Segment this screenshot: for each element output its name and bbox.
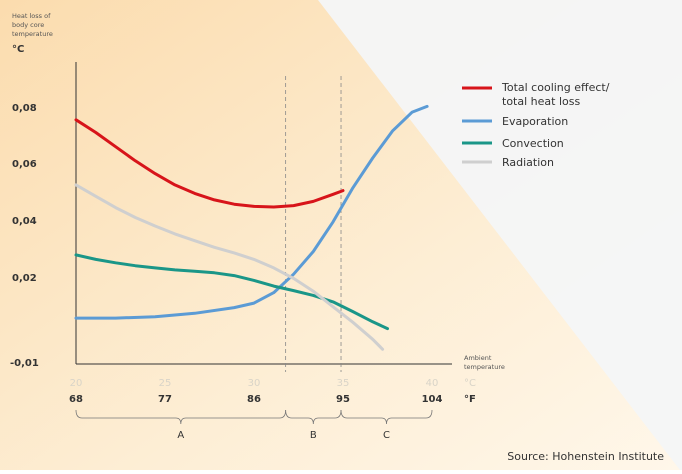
- x-axis-label-line-1: Ambient: [464, 354, 492, 362]
- legend-label: Evaporation: [502, 115, 568, 128]
- source-credit: Source: Hohenstein Institute: [507, 450, 664, 463]
- y-axis-label-line-3: temperature: [12, 30, 53, 38]
- y-tick-label: 0,08: [12, 103, 37, 114]
- y-axis-unit: °C: [12, 44, 24, 55]
- legend: Total cooling effect/ total heat loss Ev…: [462, 81, 610, 169]
- x-unit-celsius: °C: [464, 378, 476, 389]
- series-line-radiation: [74, 183, 385, 351]
- x-unit-fahrenheit: °F: [464, 394, 476, 405]
- zone-brace: [75, 409, 287, 425]
- x-tick-label-fahrenheit: 77: [158, 394, 172, 405]
- x-axis-label-line-2: temperature: [464, 363, 505, 371]
- x-tick-label-celsius: 20: [70, 378, 83, 389]
- legend-label: Convection: [502, 137, 564, 150]
- x-tick-label-celsius: 35: [337, 378, 350, 389]
- zone-label: C: [383, 430, 390, 441]
- x-tick-label-celsius: 40: [426, 378, 439, 389]
- x-tick-label-celsius: 25: [159, 378, 172, 389]
- x-tick-label-fahrenheit: 86: [247, 394, 261, 405]
- zone-brace: [285, 409, 342, 425]
- legend-label: total heat loss: [502, 95, 580, 108]
- x-tick-label-fahrenheit: 68: [69, 394, 83, 405]
- legend-label: Radiation: [502, 156, 554, 169]
- series-line-evaporation: [74, 104, 429, 320]
- y-axis-label-line-2: body core: [12, 21, 44, 29]
- y-tick-label: 0,06: [12, 159, 37, 170]
- x-tick-label-celsius: 30: [248, 378, 261, 389]
- zone-label: B: [310, 430, 317, 441]
- series-line-convection: [74, 253, 389, 331]
- legend-label: Total cooling effect/: [501, 81, 610, 94]
- y-tick-label: 0,02: [12, 273, 37, 284]
- background-diagonal: [318, 0, 682, 470]
- zone-label: A: [177, 430, 184, 441]
- y-axis-label-line-1: Heat loss of: [12, 12, 51, 20]
- zone-brace: [340, 409, 433, 425]
- x-tick-label-fahrenheit: 95: [336, 394, 350, 405]
- x-tick-label-fahrenheit: 104: [422, 394, 443, 405]
- y-tick-label: 0,04: [12, 216, 37, 227]
- y-tick-label: -0,01: [10, 358, 39, 369]
- series-line-total-cooling: [74, 118, 345, 209]
